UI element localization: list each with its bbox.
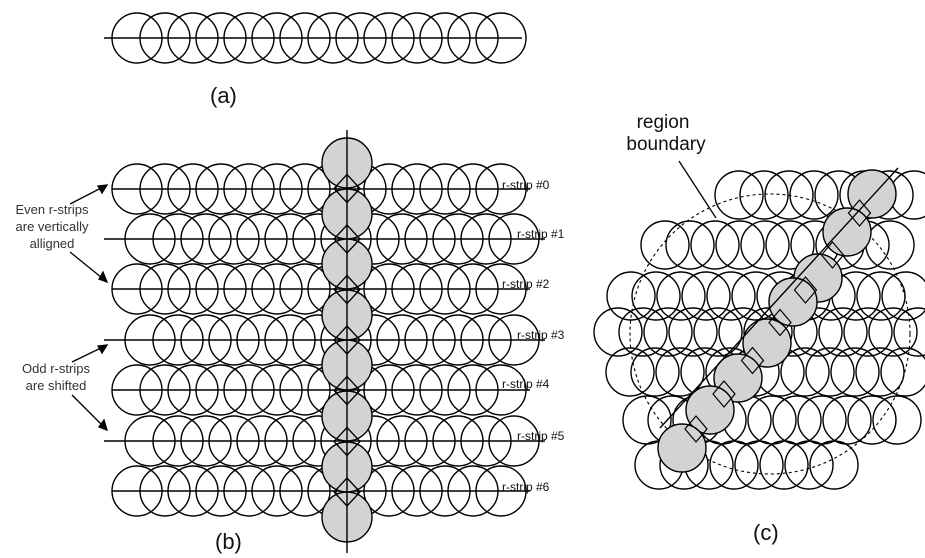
strip-circle xyxy=(641,221,689,269)
strip-circle xyxy=(607,272,655,320)
strip-circle xyxy=(606,348,654,396)
strip-circle xyxy=(856,348,904,396)
strip-label-6: r-strip #6 xyxy=(502,480,550,494)
strip-circle xyxy=(631,348,679,396)
arrowhead-odd-to-strip-3 xyxy=(98,345,107,353)
even-note-line-1: Even r-strips xyxy=(16,202,89,217)
strip-circle xyxy=(848,396,896,444)
odd-note-line-1: Odd r-strips xyxy=(22,361,90,376)
strip-circle xyxy=(857,272,905,320)
strip-circle xyxy=(881,348,925,396)
panel-c-caption: (c) xyxy=(753,520,779,545)
strip-label-0: r-strip #0 xyxy=(502,178,550,192)
strip-circle xyxy=(715,171,763,219)
even-note-line-2: are vertically xyxy=(16,219,89,234)
strip-circle xyxy=(691,221,739,269)
strip-circle xyxy=(760,441,808,489)
strip-circle xyxy=(785,441,833,489)
arrowhead-even-to-strip-2 xyxy=(99,272,107,282)
strip-circle xyxy=(666,221,714,269)
panel-a-single-strip xyxy=(104,13,526,63)
strip-circle xyxy=(790,171,838,219)
strip-circle xyxy=(741,221,789,269)
region-pointer-line xyxy=(679,161,716,218)
region-boundary-label: region boundary xyxy=(626,112,716,218)
odd-strips-note: Odd r-strips are shifted xyxy=(22,361,90,393)
strip-label-5: r-strip #5 xyxy=(517,429,565,443)
panel-b-strip-labels: r-strip #0 r-strip #1 r-strip #2 r-strip… xyxy=(502,178,565,494)
panel-c-region xyxy=(594,168,925,489)
region-label-line-1: region xyxy=(637,112,690,133)
strip-circle xyxy=(798,396,846,444)
even-strips-note: Even r-strips are vertically alligned xyxy=(16,202,89,251)
odd-note-line-2: are shifted xyxy=(26,378,87,393)
highlighted-circle xyxy=(658,424,706,472)
arrowhead-even-to-strip-0 xyxy=(98,185,107,193)
strip-circle xyxy=(682,272,730,320)
strip-circle xyxy=(823,396,871,444)
highlighted-circle xyxy=(823,208,871,256)
strip-circle xyxy=(740,171,788,219)
strip-circle xyxy=(831,348,879,396)
strip-circle xyxy=(866,221,914,269)
strip-circle xyxy=(735,441,783,489)
strip-circle xyxy=(632,272,680,320)
panel-b-strip-grid xyxy=(104,130,545,553)
strip-circle xyxy=(710,441,758,489)
strip-label-2: r-strip #2 xyxy=(502,277,550,291)
strip-circle xyxy=(748,396,796,444)
strip-label-4: r-strip #4 xyxy=(502,377,550,391)
even-note-line-3: alligned xyxy=(30,236,75,251)
strip-label-1: r-strip #1 xyxy=(517,227,565,241)
strip-circle xyxy=(773,396,821,444)
strip-circle xyxy=(716,221,764,269)
strip-circle xyxy=(657,272,705,320)
arrowhead-odd-to-strip-5 xyxy=(99,420,107,430)
strip-label-3: r-strip #3 xyxy=(517,328,565,342)
strip-circle xyxy=(707,272,755,320)
strip-circle xyxy=(806,348,854,396)
panel-a-caption: (a) xyxy=(210,83,237,108)
region-label-line-2: boundary xyxy=(626,134,706,155)
panel-b-caption: (b) xyxy=(215,529,242,554)
